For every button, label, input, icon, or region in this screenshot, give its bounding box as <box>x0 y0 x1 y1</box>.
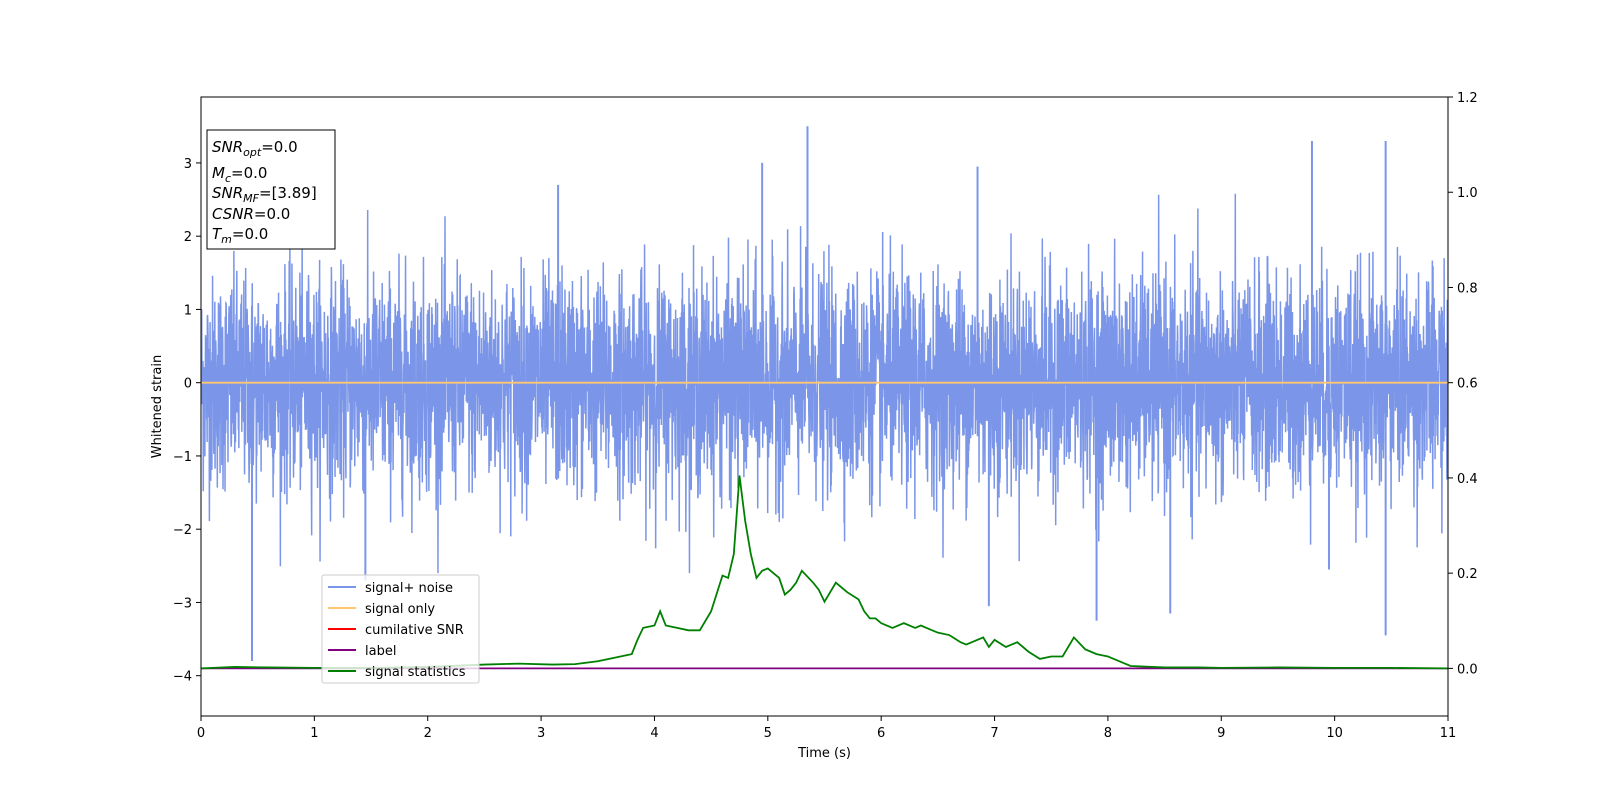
x-tick-label-1: 1 <box>310 726 318 741</box>
y-tick-label-6: −3 <box>173 596 192 611</box>
axes-layer: 0 1 2 3 4 5 6 7 8 9 10 113210−1−2−3−41.21.00.80.60.… <box>150 91 1478 761</box>
y-tick-label-1: 2 <box>184 230 192 245</box>
x-tick-label-9: 9 <box>1217 726 1225 741</box>
y2-tick-label-2: 0.8 <box>1457 281 1478 296</box>
legend-label-4: signal statistics <box>365 665 466 680</box>
x-tick-label-5: 5 <box>764 726 772 741</box>
y-tick-label-4: −1 <box>173 450 192 465</box>
legend: signal+ noise signal only cumilative SNR la… <box>321 574 480 684</box>
stats-line-0: SNRopt=0.0 <box>212 138 298 159</box>
x-tick-label-11: 11 <box>1440 726 1457 741</box>
x-tick-label-4: 4 <box>650 726 658 741</box>
series-signal-statistics <box>201 475 1448 670</box>
y2-tick-label-3: 0.6 <box>1457 377 1478 392</box>
stats-line-1: Mc=0.0 <box>212 164 267 185</box>
x-tick-label-2: 2 <box>424 726 432 741</box>
stats-line-4: Tm=0.0 <box>212 225 268 246</box>
x-tick-label-0: 0 <box>197 726 205 741</box>
y2-tick-label-5: 0.2 <box>1457 567 1478 582</box>
stats-line-2: SNRMF=[3.89] <box>212 184 317 205</box>
legend-label-1: signal only <box>365 602 435 617</box>
y-tick-label-5: −2 <box>173 523 192 538</box>
legend-label-0: signal+ noise <box>365 581 453 596</box>
y2-tick-label-4: 0.4 <box>1457 472 1478 487</box>
legend-frame <box>321 574 480 684</box>
stats-box-frame <box>206 129 336 250</box>
legend-label-3: label <box>365 644 396 659</box>
x-tick-label-8: 8 <box>1104 726 1112 741</box>
y2-tick-label-6: 0.0 <box>1457 662 1478 677</box>
y-tick-label-3: 0 <box>184 377 192 392</box>
y2-tick-label-0: 1.2 <box>1457 91 1478 106</box>
legend-label-2: cumilative SNR <box>365 623 464 638</box>
axes-frame <box>200 96 1449 717</box>
series-signal-noise <box>201 193 1448 574</box>
x-tick-label-10: 10 <box>1326 726 1343 741</box>
x-tick-label-7: 7 <box>990 726 998 741</box>
x-tick-label-3: 3 <box>537 726 545 741</box>
y-tick-label-7: −4 <box>173 670 192 685</box>
y-tick-label-2: 1 <box>184 303 192 318</box>
stats-line-3: CSNR=0.0 <box>212 205 290 223</box>
x-axis-title: Time (s) <box>797 746 851 761</box>
x-tick-label-6: 6 <box>877 726 885 741</box>
y-tick-label-0: 3 <box>184 157 192 172</box>
y2-tick-label-1: 1.0 <box>1457 186 1478 201</box>
y-axis-title: Whitened strain <box>150 355 165 458</box>
